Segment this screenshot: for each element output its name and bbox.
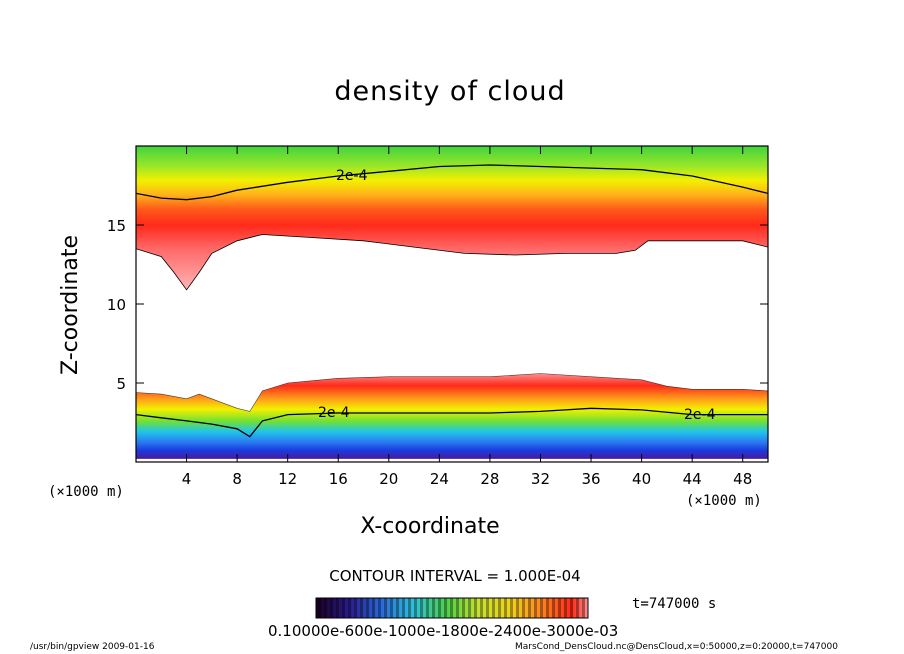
x-tick-label: 36 <box>581 470 600 488</box>
x-axis-ticks: 4 8 12 16 20 24 28 32 36 40 44 48 <box>182 146 752 488</box>
x-tick-label: 48 <box>733 470 752 488</box>
footer-left: /usr/bin/gpview 2009-01-16 <box>30 642 155 652</box>
lower-contour-line <box>136 407 768 438</box>
x-tick-label: 8 <box>232 470 242 488</box>
y-axis-ticks: 5 10 15 <box>107 217 768 393</box>
chart-title: density of cloud <box>334 76 566 107</box>
time-label: t=747000 s <box>632 596 717 612</box>
contour-label-lower-left: 2e-4 <box>318 405 350 421</box>
footer-right: MarsCond_DensCloud.nc@DensCloud,x=0:5000… <box>515 642 838 652</box>
x-unit-left: (×1000 m) <box>48 484 124 500</box>
x-tick-label: 40 <box>632 470 651 488</box>
y-tick-label: 5 <box>116 375 126 393</box>
y-axis-label-text: Z-coordinate <box>58 235 83 375</box>
x-tick-label: 4 <box>182 470 192 488</box>
x-axis-label: X-coordinate <box>360 514 500 539</box>
contour-interval: CONTOUR INTERVAL = 1.000E-04 <box>329 567 581 585</box>
upper-cloud-layer <box>136 146 768 290</box>
x-unit-right: (×1000 m) <box>686 493 762 509</box>
x-tick-label: 32 <box>531 470 550 488</box>
x-tick-label: 12 <box>278 470 297 488</box>
x-tick-label: 20 <box>379 470 398 488</box>
contour-label-upper: 2e-4 <box>336 168 368 184</box>
contour-label-lower-right: 2e-4 <box>684 407 716 423</box>
x-tick-label: 44 <box>683 470 702 488</box>
x-tick-label: 24 <box>430 470 449 488</box>
upper-contour-line <box>136 164 768 201</box>
colorbar-labels: 0.10000e-600e-1000e-1800e-2400e-3000e-03 <box>268 622 619 640</box>
x-tick-label: 16 <box>329 470 348 488</box>
y-tick-label: 15 <box>107 217 126 235</box>
colorbar-stripes <box>316 598 588 618</box>
lower-cloud-layer <box>136 373 768 459</box>
lower-edge-contour <box>136 373 768 412</box>
x-tick-label: 28 <box>480 470 499 488</box>
upper-inner-contour <box>136 234 768 291</box>
y-tick-label: 10 <box>107 296 126 314</box>
